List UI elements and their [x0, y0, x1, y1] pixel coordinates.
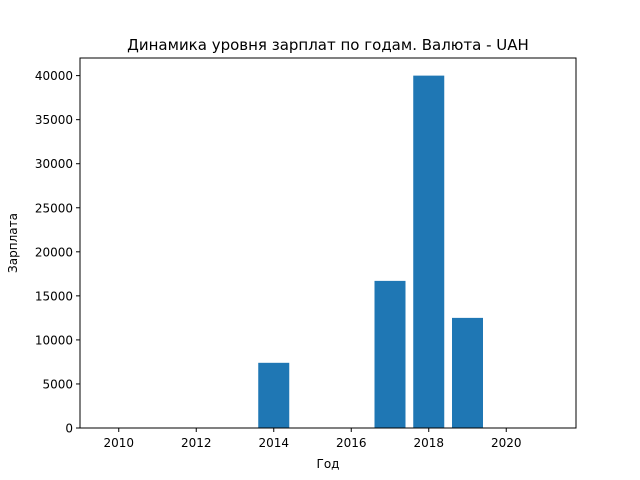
bar-2019: [452, 317, 483, 428]
y-tick-label: 40000: [35, 69, 73, 83]
x-tick-label: 2016: [336, 436, 367, 450]
x-tick-label: 2012: [181, 436, 212, 450]
bar-2014: [258, 362, 290, 428]
x-tick-label: 2018: [413, 436, 444, 450]
bar-2017: [374, 280, 406, 428]
y-axis-label: Зарплата: [6, 213, 20, 273]
x-axis-ticks: 2010 2012 2014 2016 2018 2020: [103, 428, 522, 450]
y-tick-label: 25000: [35, 201, 73, 215]
y-axis-ticks: 0 5000 10000 15000 20000 25000 30000 35000 40000: [35, 69, 80, 436]
plot-frame: [79, 57, 577, 429]
y-tick-label: 15000: [35, 289, 73, 303]
y-tick-label: 5000: [42, 377, 73, 391]
y-tick-label: 20000: [35, 245, 73, 259]
bars-group: [258, 75, 483, 428]
y-tick-label: 35000: [35, 113, 73, 127]
chart-title: Динамика уровня зарплат по годам. Валюта…: [127, 36, 529, 54]
x-axis-label: Год: [317, 457, 340, 471]
y-tick-label: 0: [65, 422, 73, 436]
y-tick-label: 10000: [35, 333, 73, 347]
y-tick-label: 30000: [35, 157, 73, 171]
x-tick-label: 2020: [491, 436, 522, 450]
x-tick-label: 2010: [103, 436, 134, 450]
bar-2018: [413, 75, 445, 428]
x-tick-label: 2014: [258, 436, 289, 450]
